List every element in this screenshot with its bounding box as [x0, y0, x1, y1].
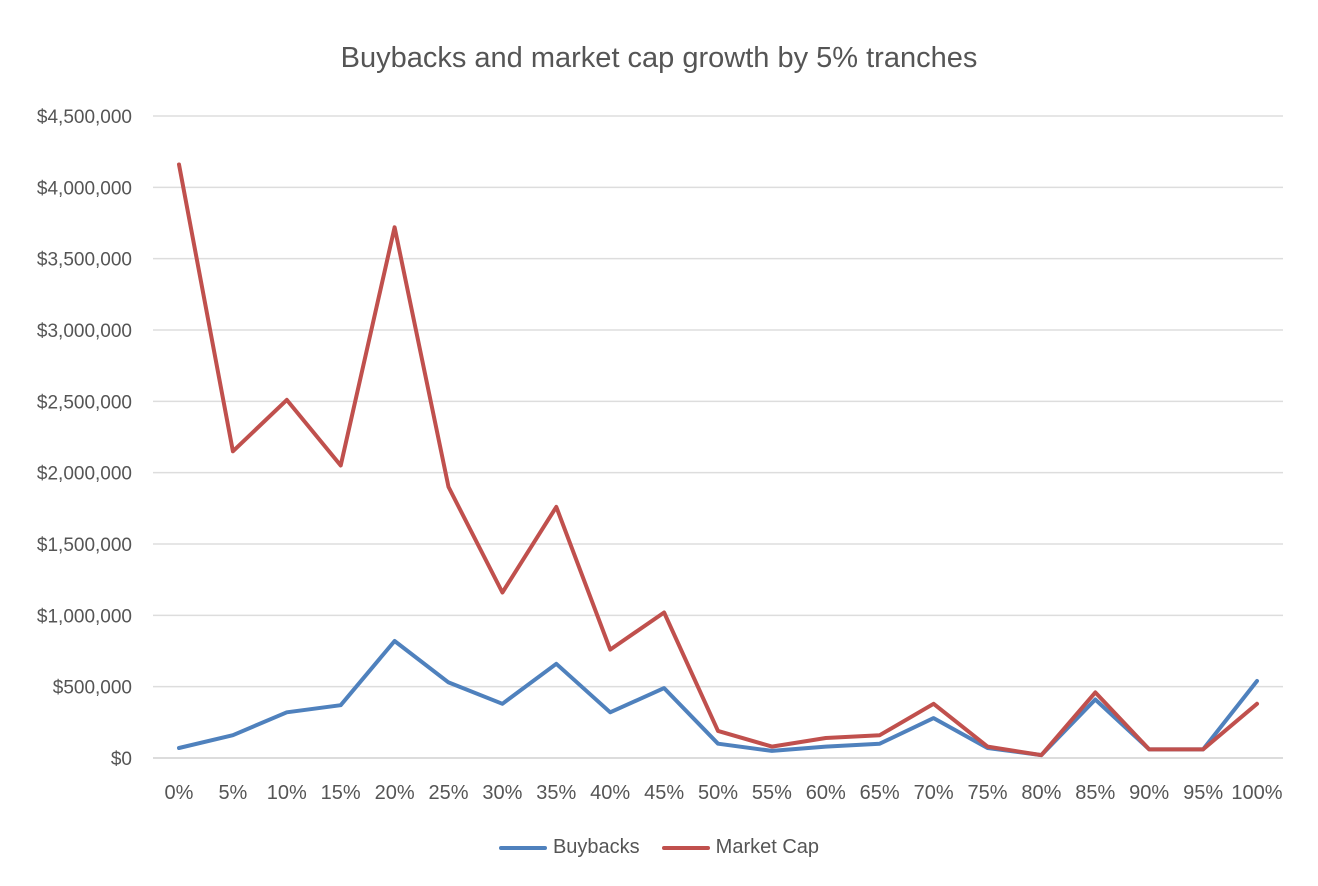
legend-label-buybacks: Buybacks — [552, 836, 640, 858]
x-tick-label: 10% — [267, 782, 307, 804]
x-tick-label: 25% — [428, 782, 468, 804]
x-tick-label: 35% — [536, 782, 576, 804]
x-axis-ticks: 0% 5% 10% 15% 20% 25% 30% 35% 40% 45% 50% 55% 60% 65%… — [165, 782, 1283, 804]
y-tick-label: $4,000,000 — [37, 178, 132, 199]
x-tick-label: 85% — [1075, 782, 1115, 804]
y-axis-ticks: $0 $500,000 $1,000,000 $1,500,000 $2,000,000… — [37, 107, 132, 770]
x-tick-label: 45% — [644, 782, 684, 804]
y-tick-label: $4,500,000 — [37, 107, 132, 128]
gridlines — [153, 115, 1283, 759]
y-tick-label: $1,000,000 — [37, 606, 132, 627]
y-tick-label: $2,500,000 — [37, 392, 132, 413]
x-tick-label: 5% — [218, 782, 247, 804]
y-tick-label: $3,000,000 — [37, 321, 132, 342]
y-tick-label: $0 — [111, 749, 132, 770]
chart-title: Buybacks and market cap growth by 5% tra… — [340, 42, 978, 74]
legend-item-market-cap: Market Cap — [661, 836, 820, 859]
legend-swatch-buybacks — [498, 845, 547, 850]
x-tick-label: 70% — [914, 782, 954, 804]
x-tick-label: 40% — [590, 782, 630, 804]
x-tick-label: 75% — [967, 782, 1007, 804]
legend-label-market-cap: Market Cap — [715, 836, 820, 858]
x-tick-label: 30% — [482, 782, 522, 804]
x-tick-label: 60% — [806, 782, 846, 804]
series-lines — [177, 162, 1259, 758]
x-tick-label: 65% — [860, 782, 900, 804]
y-tick-label: $1,500,000 — [37, 535, 132, 556]
legend-item-buybacks: Buybacks — [498, 836, 640, 859]
x-tick-label: 20% — [375, 782, 415, 804]
series-line-market-cap — [177, 162, 1259, 758]
x-tick-label: 80% — [1021, 782, 1061, 804]
legend-swatch-market-cap — [661, 845, 710, 850]
x-tick-label: 90% — [1129, 782, 1169, 804]
x-tick-label: 15% — [321, 782, 361, 804]
y-tick-label: $500,000 — [53, 678, 132, 699]
y-tick-label: $3,500,000 — [37, 250, 132, 271]
x-tick-label: 95% — [1183, 782, 1223, 804]
series-line-buybacks — [177, 639, 1259, 758]
x-tick-label: 55% — [752, 782, 792, 804]
y-tick-label: $2,000,000 — [37, 464, 132, 485]
x-tick-label: 0% — [165, 782, 194, 804]
legend: Buybacks Market Cap — [0, 836, 1318, 859]
x-tick-label: 50% — [698, 782, 738, 804]
x-tick-label: 100% — [1231, 782, 1282, 804]
